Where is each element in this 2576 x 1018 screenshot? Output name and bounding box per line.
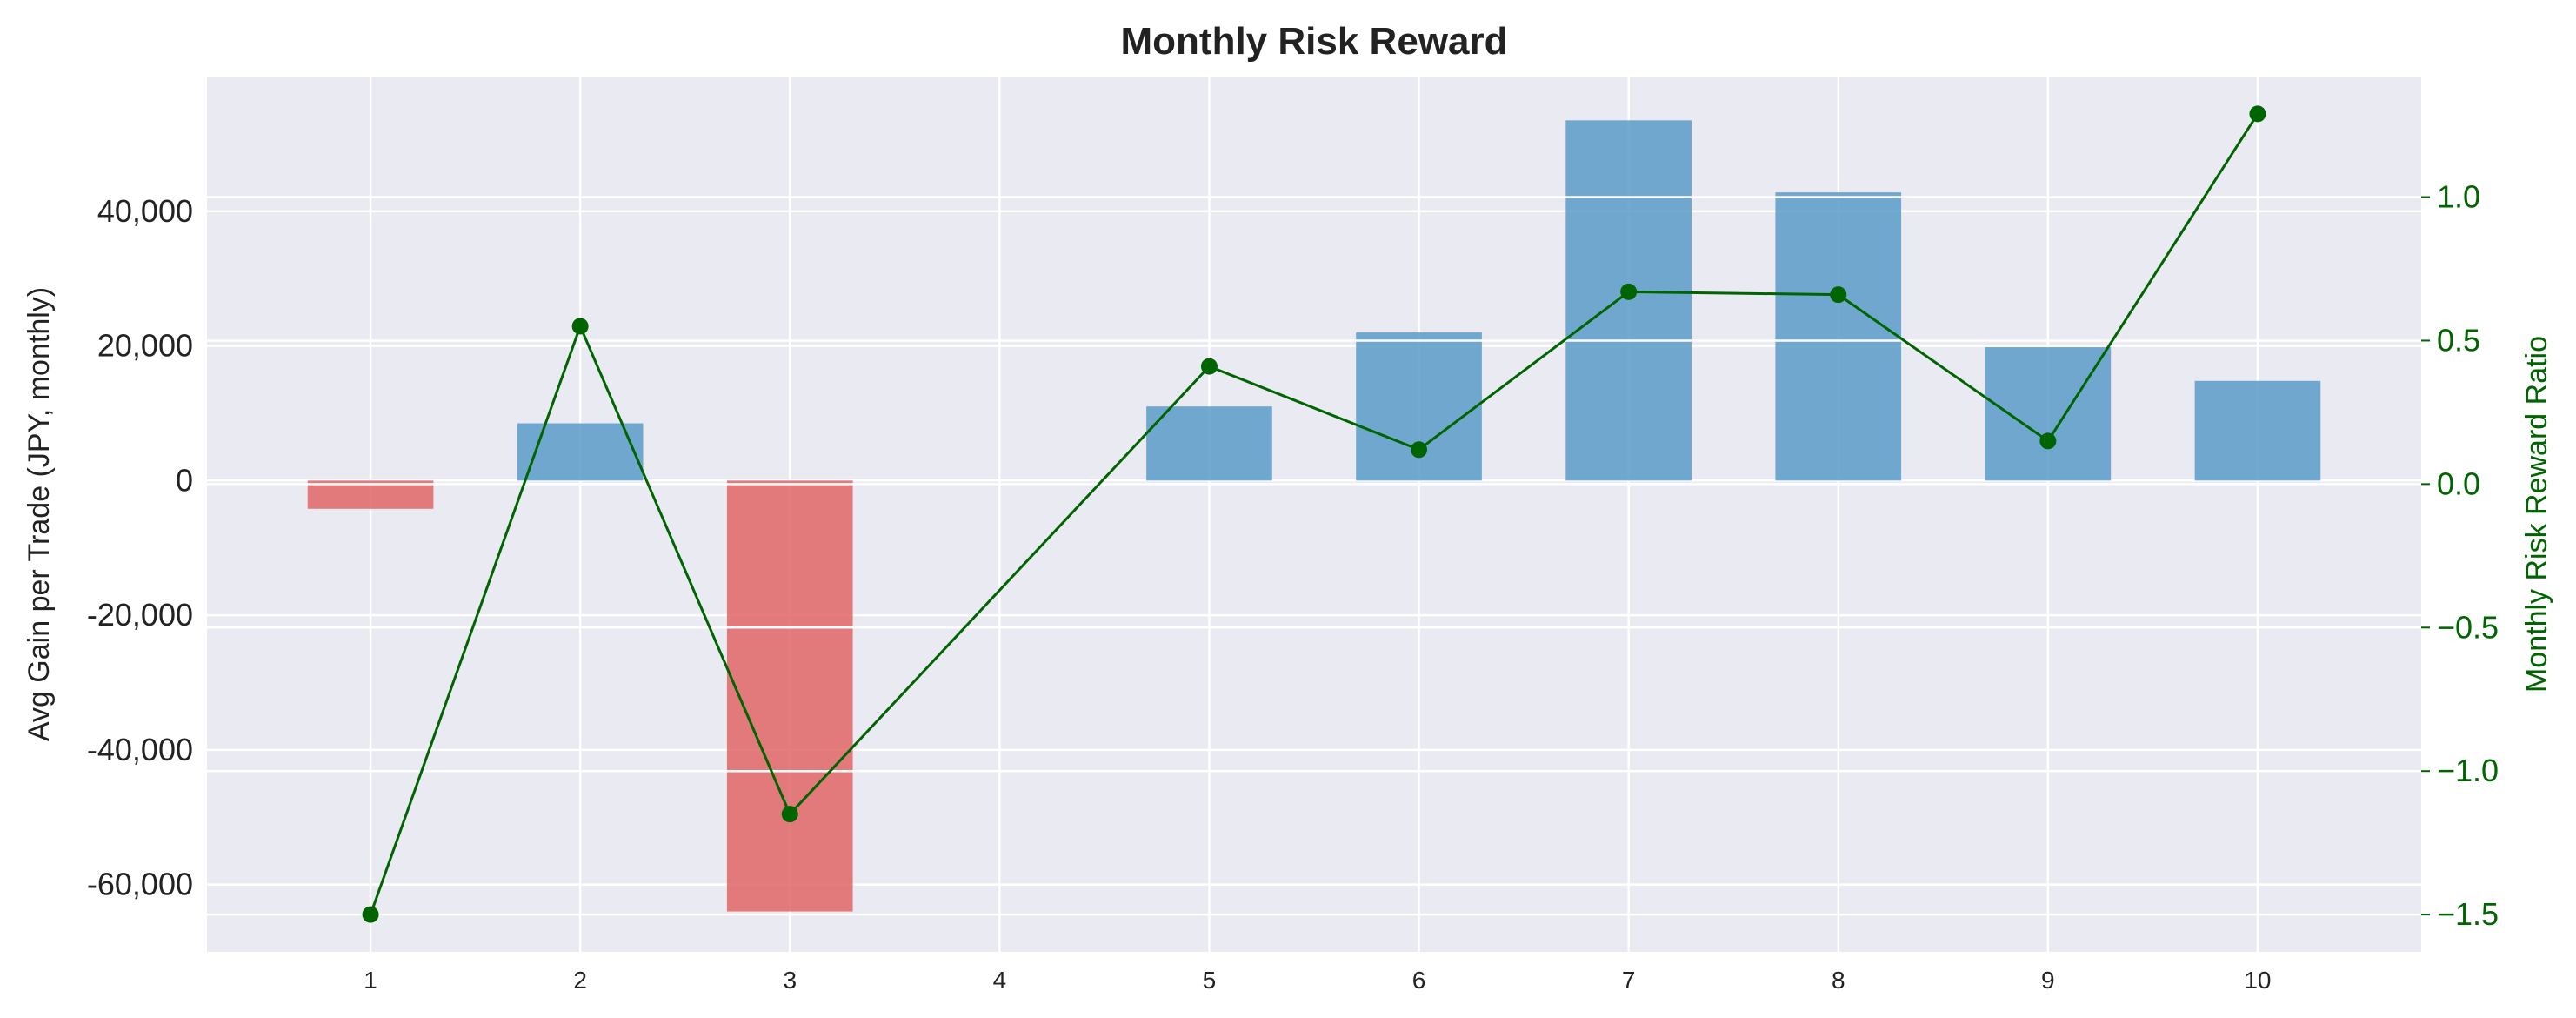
bar-layer bbox=[307, 120, 2321, 912]
x-tick-label: 8 bbox=[1832, 967, 1845, 994]
bar bbox=[726, 480, 853, 912]
y-axis-label: Avg Gain per Trade (JPY, monthly) bbox=[23, 287, 56, 741]
ratio-point bbox=[1411, 441, 1428, 459]
bar bbox=[2194, 380, 2321, 481]
x-tick-label: 6 bbox=[1412, 967, 1426, 994]
bar bbox=[1565, 120, 1692, 481]
y-axis-right-label: Monthly Risk Reward Ratio bbox=[2520, 336, 2553, 693]
bar bbox=[1146, 406, 1272, 481]
y-tick-label: 0 bbox=[176, 462, 193, 498]
y-tick-label: -20,000 bbox=[87, 597, 193, 633]
bar bbox=[1985, 347, 2112, 481]
ratio-point bbox=[781, 806, 798, 823]
y-tick-label: -40,000 bbox=[87, 732, 193, 767]
y-right-tick-label: 0.0 bbox=[2437, 465, 2480, 501]
y-right-tick-label: 1.0 bbox=[2437, 179, 2480, 215]
y-tick-label: -60,000 bbox=[87, 867, 193, 902]
x-tick-label: 2 bbox=[573, 967, 587, 994]
y-right-tick-label: −1.5 bbox=[2437, 896, 2499, 932]
x-tick-label: 10 bbox=[2244, 967, 2271, 994]
bar bbox=[1356, 332, 1482, 481]
ratio-point bbox=[2249, 105, 2266, 123]
x-tick-label: 3 bbox=[783, 967, 797, 994]
ratio-point bbox=[1830, 286, 1847, 304]
x-tick-label: 1 bbox=[364, 967, 377, 994]
tick-layer: 1 2 3 4 5 6 7 8 9 10 -60,000 -40,000 -20,000 0 20,000 4… bbox=[87, 179, 2499, 994]
ratio-point bbox=[1620, 283, 1638, 300]
bar bbox=[307, 480, 434, 509]
plot-background bbox=[207, 77, 2421, 952]
x-tick-label: 9 bbox=[2041, 967, 2055, 994]
x-tick-label: 4 bbox=[993, 967, 1007, 994]
y-right-tick-label: −0.5 bbox=[2437, 609, 2499, 645]
chart-title: Monthly Risk Reward bbox=[1121, 20, 1508, 63]
overlay-grid-layer bbox=[207, 196, 2421, 916]
x-tick-label: 5 bbox=[1203, 967, 1217, 994]
line-layer bbox=[362, 105, 2266, 923]
x-tick-label: 7 bbox=[1622, 967, 1636, 994]
y-tick-label: 40,000 bbox=[97, 193, 193, 229]
ratio-point bbox=[362, 906, 379, 923]
y-tick-label: 20,000 bbox=[97, 328, 193, 364]
bar bbox=[1775, 192, 1902, 481]
y-right-tick-label: −1.0 bbox=[2437, 753, 2499, 788]
bar bbox=[517, 423, 644, 481]
ratio-point bbox=[571, 318, 589, 335]
ratio-point bbox=[1200, 358, 1218, 375]
ratio-point bbox=[2039, 432, 2057, 450]
y-right-tick-label: 0.5 bbox=[2437, 322, 2480, 358]
